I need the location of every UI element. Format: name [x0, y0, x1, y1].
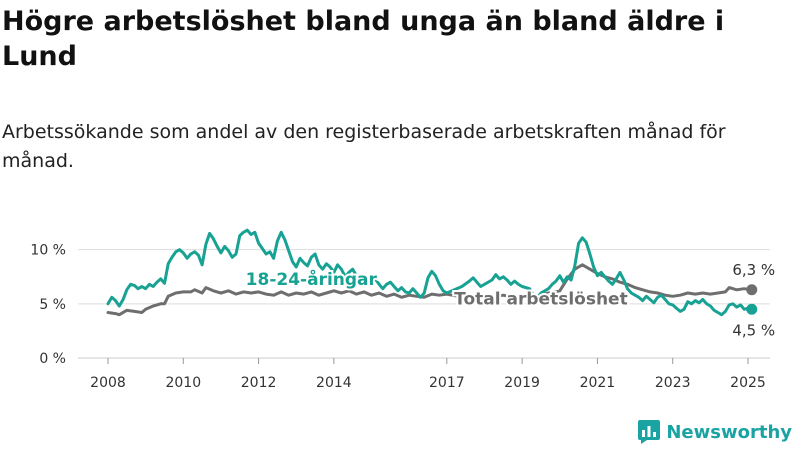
y-axis: 0 % 5 % 10 %	[30, 243, 66, 367]
newsworthy-logo: Newsworthy	[638, 420, 792, 444]
end-point-youth	[746, 303, 758, 315]
x-tick-label: 2014	[316, 375, 352, 391]
series-label-total: Total arbetslöshet	[454, 289, 628, 309]
chart-subtitle: Arbetssökande som andel av den registerb…	[2, 121, 726, 172]
y-tick-label: 5 %	[39, 297, 66, 313]
series-label-youth: 18-24-åringar	[246, 268, 378, 290]
x-tick-label: 2010	[165, 375, 201, 391]
newsworthy-logo-icon	[638, 420, 661, 444]
grid-lines	[78, 249, 770, 359]
brand-name: Newsworthy	[666, 421, 792, 443]
x-tick-label: 2012	[241, 375, 277, 391]
chart-title: Högre arbetslöshet bland unga än bland ä…	[2, 6, 725, 72]
x-tick-label: 2019	[504, 375, 540, 391]
x-tick-label: 2017	[429, 375, 465, 391]
x-tick-label: 2023	[655, 375, 691, 391]
y-tick-label: 0 %	[39, 351, 66, 367]
series-lines	[106, 228, 758, 317]
end-point-total	[746, 284, 758, 296]
y-tick-label: 10 %	[30, 243, 66, 259]
series-line-youth	[106, 228, 754, 317]
x-tick-label: 2025	[730, 375, 766, 391]
x-tick-label: 2008	[90, 375, 126, 391]
x-tick-label: 2021	[580, 375, 616, 391]
x-axis: 2008 2010 2012 2014 2017 2019 2021 2023 2025	[90, 358, 766, 391]
series-labels: 18-24-åringar Total arbetslöshet 6,3 % 4,5 …	[244, 261, 776, 340]
end-label-total: 6,3 %	[732, 261, 775, 279]
end-label-youth: 4,5 %	[732, 321, 775, 339]
series-line-total	[106, 263, 754, 317]
